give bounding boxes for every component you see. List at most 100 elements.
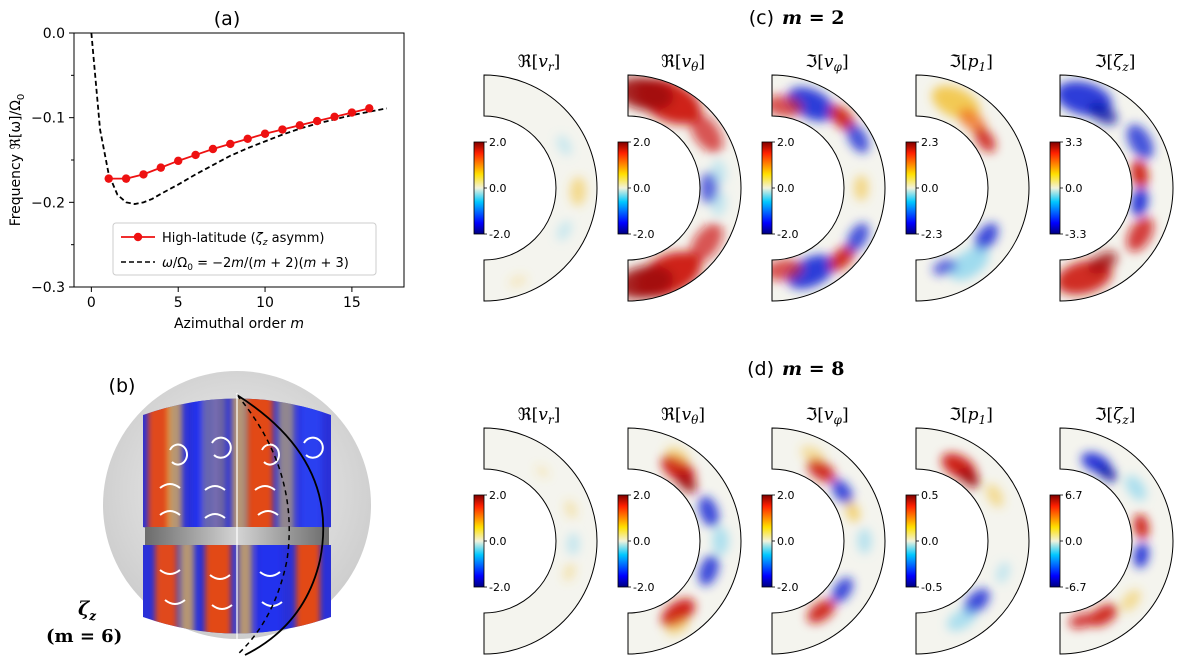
panel-b-3d-render: (b) (46, 371, 371, 657)
colorbar-tick-label: 0.0 (1065, 182, 1083, 195)
field-blob (1120, 589, 1141, 612)
colorbar-tick-label: -6.7 (1065, 581, 1086, 594)
field-blob (698, 555, 719, 586)
field-blob (569, 176, 587, 206)
field-blob (829, 245, 856, 272)
colorbar-tick-label: 2.0 (633, 136, 651, 149)
subplot-c-4: ℑ[p1] 2.3 0.0 -2.3 (905, 52, 1030, 302)
field-blob (1068, 613, 1094, 629)
annulus-outline (915, 74, 1030, 302)
field-blob (974, 126, 996, 153)
field-blob (854, 175, 869, 201)
panel-b-m: (m = 6) (46, 626, 122, 647)
field-blob (1097, 465, 1118, 482)
field-blob (800, 445, 825, 463)
annulus-background (916, 428, 1029, 654)
subplot-c-3: ℑ[vφ] 2.0 0.0 -2.0 (761, 52, 886, 302)
series-high-latitude-point (156, 163, 166, 172)
field-blob (535, 465, 550, 478)
series-high-latitude-point (243, 134, 252, 144)
field-blob (772, 95, 803, 118)
vortex-arrow (303, 436, 324, 459)
panel-c-m: m = 2 (782, 7, 844, 29)
field-blob (1133, 542, 1149, 569)
x-tick-label: 0 (87, 295, 96, 311)
annulus-background (628, 428, 741, 654)
colorbar-tick-label: 0.0 (921, 535, 939, 548)
field-blob (857, 528, 872, 554)
series-high-latitude-point (208, 144, 218, 154)
colorbar (473, 494, 485, 588)
colorbar-tick-label: 0.0 (633, 182, 651, 195)
field-blob (556, 220, 572, 241)
field-blob (772, 258, 803, 281)
subplot-c-1: ℜ[vr] 2.0 0.0 -2.0 (473, 52, 598, 302)
flow-arrow (159, 510, 181, 516)
colorbar-tick-label: 2.3 (921, 136, 939, 149)
annulus-outline (483, 427, 598, 655)
field-blob (807, 458, 836, 483)
subplot-d-3: ℑ[vφ] 2.0 0.0 -2.0 (761, 405, 886, 655)
annulus-background (916, 75, 1029, 301)
flow-arrow (259, 571, 281, 577)
subplot-title: ℜ[vθ] (661, 52, 705, 74)
field-blob (831, 577, 853, 603)
field-blob (846, 222, 869, 253)
colorbar (905, 141, 917, 235)
annulus-outline (1059, 427, 1174, 655)
colorbar-tick-label: -0.5 (921, 581, 942, 594)
flow-arrow (211, 604, 233, 610)
colorbar (905, 494, 917, 588)
annulus-outline (1059, 74, 1174, 302)
series-high-latitude-point (278, 125, 287, 134)
panel-a-xlabel: Azimuthal order m (174, 316, 304, 332)
flow-arrow (164, 599, 186, 605)
colorbar (761, 494, 773, 588)
annulus-field (941, 453, 1010, 631)
flow-arrow (257, 510, 279, 516)
colorbar-tick-label: -2.0 (489, 581, 510, 594)
meridian-solid (236, 394, 325, 656)
field-blob (556, 135, 572, 156)
field-blob (932, 259, 958, 276)
annulus-field (535, 465, 580, 582)
flow-arrow (254, 485, 276, 491)
annulus-background (484, 75, 597, 301)
panel-a-line-chart: (a) 0 5 10 15 0.0 −0.1 −0.2 −0.3 Azimuthal orde… (8, 8, 405, 332)
field-blob (963, 588, 990, 615)
subplot-title: ℜ[vθ] (661, 405, 705, 427)
y-tick-label: −0.1 (31, 111, 65, 127)
annulus-outline (483, 74, 598, 302)
vortex-arrow (169, 443, 188, 466)
annulus-field (1068, 452, 1149, 629)
series-high-latitude-point (191, 150, 200, 160)
x-tick-label: 15 (343, 295, 361, 311)
colorbar (1049, 494, 1061, 588)
colorbar-tick-label: 0.5 (921, 489, 939, 502)
series-theory-line (90, 32, 387, 205)
panel-a-series (90, 32, 387, 205)
field-blob (699, 172, 718, 204)
field-blob (689, 223, 723, 263)
panel-a-legend: High-latitude (ζz asymm) ω/Ω0 = −2m/(m +… (112, 222, 377, 276)
annulus-field (661, 446, 729, 636)
series-high-latitude-point (174, 156, 183, 166)
field-blob (628, 265, 674, 300)
legend-entry-2: ω/Ω0 = −2m/(m + 2)(m + 3) (162, 256, 349, 273)
series-high-latitude-point (104, 174, 113, 183)
legend-red-marker (133, 232, 143, 242)
series-high-latitude-point (347, 108, 357, 117)
colorbar (617, 141, 629, 235)
colorbar-tick-label: 2.0 (633, 489, 651, 502)
series-high-latitude-line (108, 107, 370, 180)
vortex-arrow (211, 436, 232, 459)
field-blob (563, 562, 576, 582)
flow-arrow (159, 569, 181, 575)
field-blob (1131, 187, 1149, 217)
annulus-outline (771, 427, 886, 655)
field-blob (628, 76, 674, 111)
field-blob (676, 472, 697, 493)
annulus-background (772, 428, 885, 654)
field-blob (831, 479, 853, 505)
